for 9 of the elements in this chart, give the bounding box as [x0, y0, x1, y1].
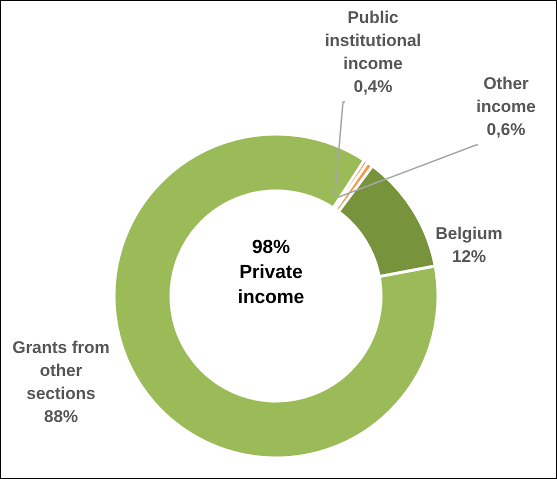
slice-label: Belgium — [435, 224, 503, 243]
data-label: 88% — [44, 407, 78, 426]
slice-label: Public institutional income — [324, 8, 422, 73]
data-label: 0,4% — [354, 77, 392, 96]
text: 98% Private income — [238, 237, 304, 308]
data-label: 12% — [452, 247, 486, 266]
slice-label: Grants from other sections — [12, 338, 110, 403]
slice-label: Other income — [476, 74, 536, 116]
data-label: 0,6% — [486, 120, 526, 139]
